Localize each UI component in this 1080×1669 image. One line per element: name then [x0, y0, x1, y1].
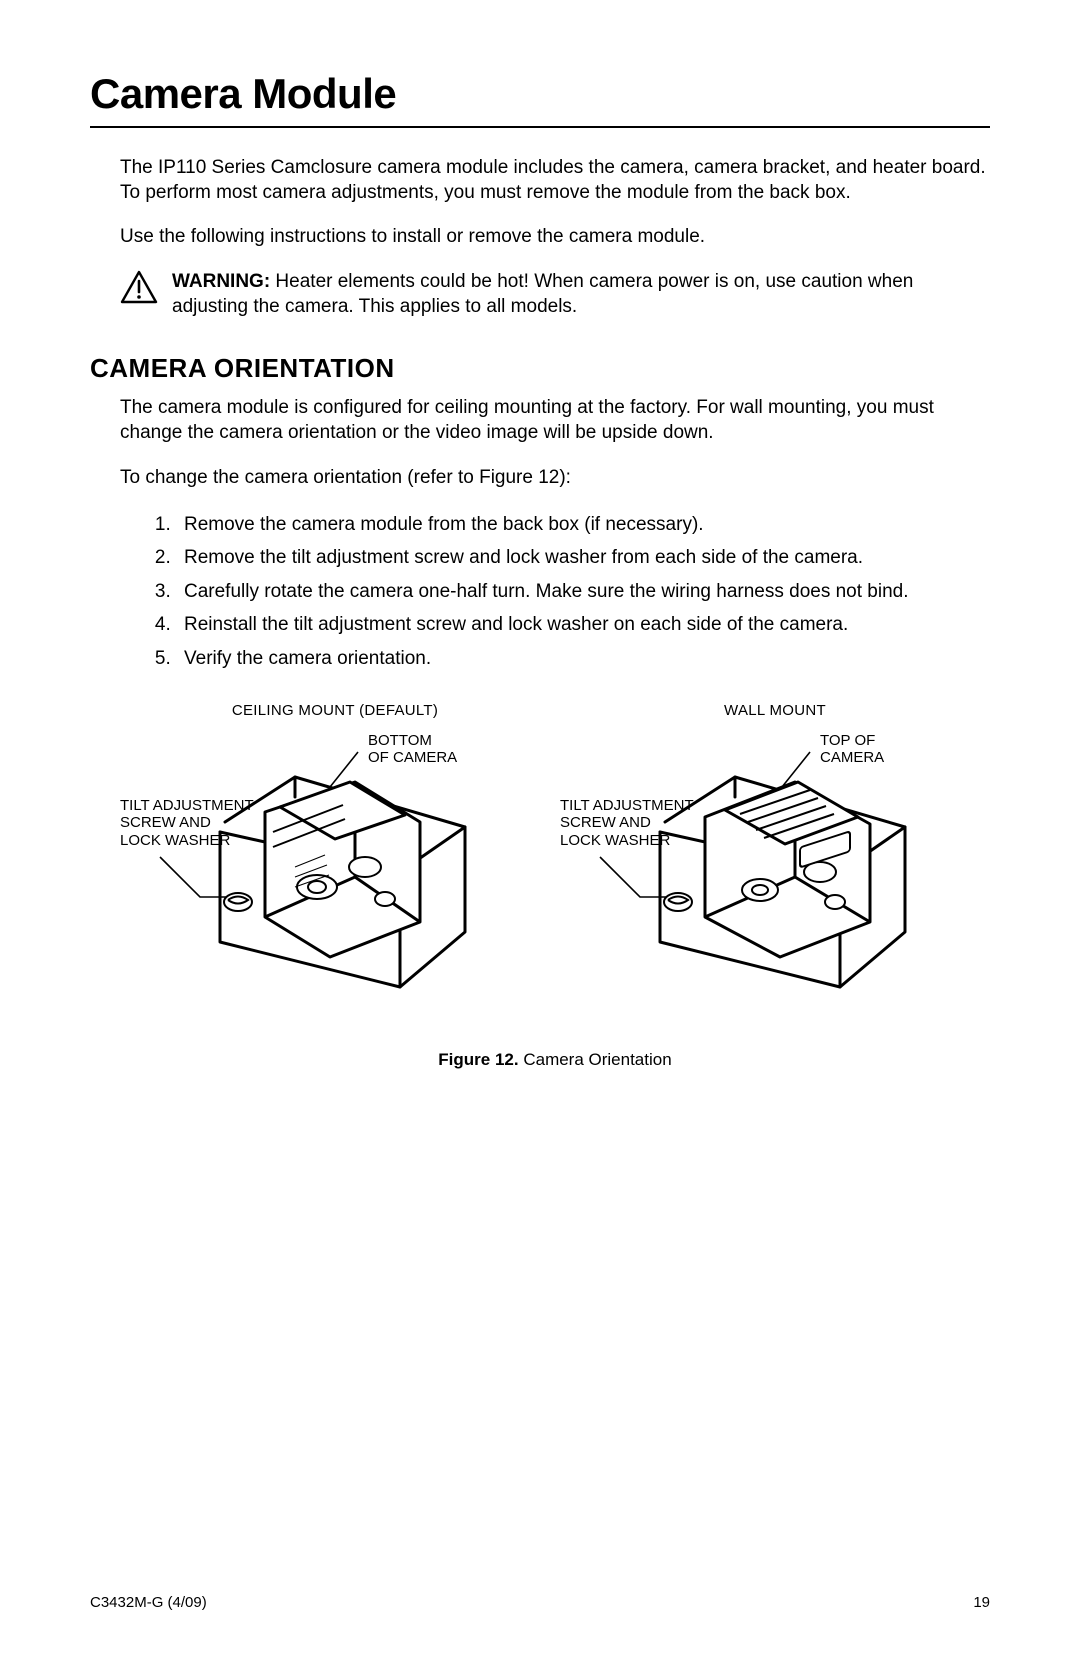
intro-paragraph-2: Use the following instructions to instal…	[120, 225, 990, 250]
steps-list: Remove the camera module from the back b…	[176, 511, 990, 673]
step-item: Reinstall the tilt adjustment screw and …	[176, 611, 990, 639]
page-title: Camera Module	[90, 70, 990, 118]
camera-diagram-wall-icon	[560, 702, 1000, 1022]
page-footer: C3432M-G (4/09) 19	[90, 1594, 990, 1611]
step-item: Remove the camera module from the back b…	[176, 511, 990, 539]
section-heading: CAMERA ORIENTATION	[90, 353, 990, 384]
warning-body: Heater elements could be hot! When camer…	[172, 271, 913, 317]
figure-right-wall: WALL MOUNT TOP OF CAMERA TILT ADJUSTMENT…	[560, 702, 990, 1042]
footer-page-number: 19	[973, 1594, 990, 1611]
figure-caption-bold: Figure 12.	[438, 1050, 518, 1069]
warning-label: WARNING:	[172, 271, 270, 292]
step-item: Verify the camera orientation.	[176, 645, 990, 673]
section-paragraph-1: The camera module is configured for ceil…	[120, 396, 990, 445]
step-item: Remove the tilt adjustment screw and loc…	[176, 544, 990, 572]
title-rule	[90, 126, 990, 128]
warning-block: WARNING: Heater elements could be hot! W…	[120, 270, 990, 319]
intro-paragraph-1: The IP110 Series Camclosure camera modul…	[120, 156, 990, 205]
figure-left-ceiling: CEILING MOUNT (DEFAULT) BOTTOM OF CAMERA…	[120, 702, 550, 1042]
step-item: Carefully rotate the camera one-half tur…	[176, 578, 990, 606]
footer-doc-id: C3432M-G (4/09)	[90, 1594, 207, 1611]
warning-text: WARNING: Heater elements could be hot! W…	[172, 270, 990, 319]
figure-12: CEILING MOUNT (DEFAULT) BOTTOM OF CAMERA…	[120, 702, 990, 1070]
figure-caption: Figure 12. Camera Orientation	[120, 1050, 990, 1070]
camera-diagram-ceiling-icon	[120, 702, 560, 1022]
section-paragraph-2: To change the camera orientation (refer …	[120, 466, 990, 491]
figure-caption-text: Camera Orientation	[519, 1050, 672, 1069]
warning-icon	[120, 270, 158, 304]
